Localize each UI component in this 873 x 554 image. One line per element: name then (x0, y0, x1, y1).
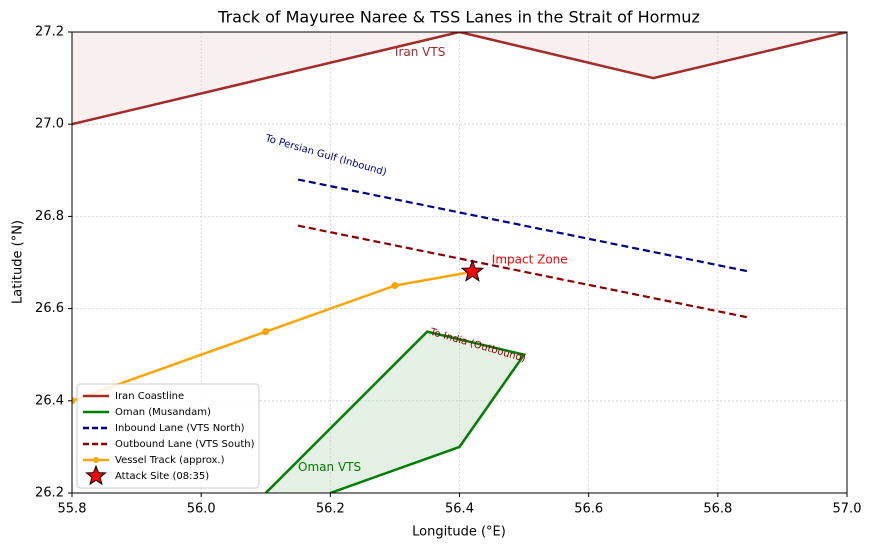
y-tick-label: 26.4 (35, 393, 64, 408)
legend-swatch (85, 464, 107, 486)
annotation: Impact Zone (492, 253, 568, 267)
series-line (72, 32, 847, 126)
y-tick-label: 26.8 (35, 209, 64, 224)
plot-frame (71, 31, 848, 494)
area-fill (72, 32, 847, 125)
legend-box (76, 383, 260, 489)
chart-title: Track of Mayuree Naree & TSS Lanes in th… (217, 8, 700, 27)
x-tick-label: 57.0 (833, 502, 862, 517)
legend-label: Inbound Lane (VTS North) (115, 423, 245, 434)
series-line (72, 270, 473, 402)
point (72, 397, 76, 405)
y-axis-label: Latitude (°N) (11, 220, 26, 304)
legend: Iran Coastline Oman (Musandam) Inbound Lan… (76, 383, 260, 489)
y-tick-label: 26.6 (35, 301, 64, 316)
x-tick-label: 56.4 (445, 502, 474, 517)
annotation: Iran VTS (395, 45, 445, 59)
legend-label: Oman (Musandam) (115, 407, 211, 418)
series-line (264, 330, 527, 493)
legend-label: Outbound Lane (VTS South) (115, 439, 255, 450)
legend-label: Vessel Track (approx.) (115, 455, 225, 466)
legend-swatch (93, 457, 99, 463)
point (391, 282, 399, 290)
x-axis-label: Longitude (°E) (412, 525, 506, 540)
star-marker (460, 259, 485, 282)
x-tick-label: 56.8 (703, 502, 732, 517)
y-tick-label: 26.2 (35, 486, 64, 501)
x-tick-label: 56.6 (574, 502, 603, 517)
legend-label: Iran Coastline (115, 391, 184, 402)
x-tick-label: 56.2 (316, 502, 345, 517)
y-tick-label: 27.2 (35, 25, 64, 40)
annotation: Oman VTS (298, 460, 361, 474)
point (262, 328, 270, 336)
y-tick-label: 27.0 (35, 117, 64, 132)
x-tick-label: 55.8 (58, 502, 87, 517)
series-line (297, 224, 751, 319)
x-tick-label: 56.0 (187, 502, 216, 517)
annotation: To Persian Gulf (Inbound) (263, 133, 388, 178)
legend-label: Attack Site (08:35) (115, 471, 209, 482)
